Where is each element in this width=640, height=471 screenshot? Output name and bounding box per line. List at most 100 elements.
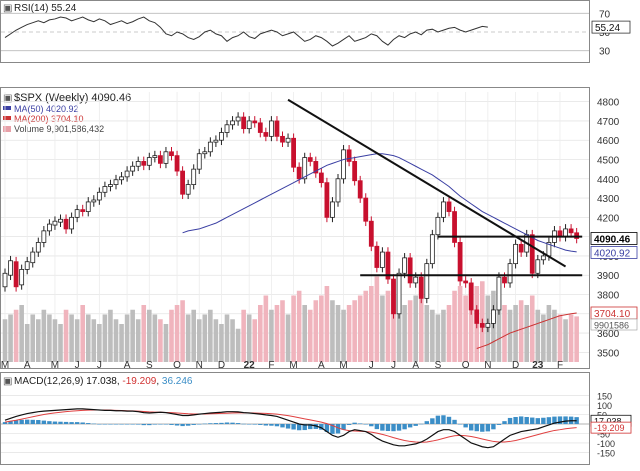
macd-histogram-bar — [407, 424, 413, 428]
macd-histogram-bar — [19, 419, 24, 424]
ma200-legend-swatch — [3, 116, 11, 120]
volume-bar — [424, 305, 430, 362]
volume-bar — [441, 309, 446, 362]
macd-label: MACD(12,26,9) — [14, 376, 83, 387]
time-tick-label: D — [512, 360, 519, 371]
ma50-value-box-label: 4020.92 — [594, 248, 631, 259]
candle-body — [8, 260, 13, 276]
price-title: $SPX (Weekly) 4090.46 — [14, 92, 131, 104]
candle-body — [24, 261, 30, 270]
volume-bar — [568, 314, 574, 362]
candle-body — [113, 179, 119, 185]
macd-histogram-bar — [341, 424, 346, 430]
candle-body — [457, 242, 463, 282]
time-tick-label: M — [339, 360, 347, 371]
histogram-value: 36.246 — [162, 376, 193, 387]
macd-histogram-bar — [2, 422, 8, 424]
volume-bar — [369, 286, 374, 362]
rsi-icon: ▣ — [3, 3, 12, 14]
macd-histogram-bar — [180, 424, 185, 427]
time-tick-label: O — [462, 360, 470, 371]
price-tick-label: 4300 — [597, 194, 620, 205]
volume-bar — [19, 305, 24, 362]
volume-bar — [396, 295, 402, 362]
candle-body — [108, 184, 113, 187]
time-tick-label: O — [173, 360, 181, 371]
candle-body — [363, 197, 369, 222]
macd-histogram-bar — [496, 424, 502, 425]
candle-body — [568, 228, 574, 234]
volume-bar — [563, 319, 568, 362]
macd-histogram-bar — [319, 424, 324, 430]
candle-body — [174, 155, 180, 172]
volume-bar — [174, 305, 180, 362]
candle-body — [346, 149, 352, 162]
candle-body — [196, 153, 202, 170]
macd-histogram-bar — [36, 420, 41, 424]
macd-histogram-bar — [491, 424, 496, 430]
volume-bar — [291, 295, 296, 362]
volume-bar — [380, 295, 385, 362]
volume-bar — [529, 295, 535, 362]
price-tick-label: 4600 — [597, 136, 620, 147]
macd-histogram-bar — [413, 424, 418, 426]
volume-bar — [158, 319, 163, 362]
macd-tick-label: 100 — [597, 401, 612, 411]
volume-bar — [147, 309, 152, 362]
candle-body — [479, 323, 485, 328]
volume-bar — [352, 300, 357, 362]
candle-body — [368, 220, 374, 247]
candle-body — [263, 132, 269, 137]
candle-body — [296, 166, 302, 180]
macd-histogram-bar — [507, 417, 513, 424]
macd-histogram-bar — [518, 416, 524, 424]
candle-body — [141, 161, 147, 166]
candle-body — [463, 280, 469, 284]
macd-value-box-label: 17.038 — [594, 416, 622, 426]
macd-histogram-bar — [169, 424, 174, 425]
volume-bar — [391, 281, 396, 362]
candle-body — [446, 201, 452, 212]
candle-body — [191, 168, 197, 185]
macd-histogram-bar — [230, 422, 235, 424]
volume-bar — [263, 295, 269, 362]
macd-histogram-bar — [52, 421, 58, 424]
volume-bar — [324, 286, 330, 362]
time-tick-label: A — [412, 360, 419, 371]
ma50-legend-text: MA(50) 4020.92 — [14, 104, 79, 114]
macd-histogram-bar — [224, 422, 230, 424]
macd-tick-label: -50 — [597, 429, 610, 439]
macd-histogram-bar — [174, 424, 180, 426]
volume-legend: Volume 9,901,586,432 — [3, 124, 104, 134]
candle-body — [135, 161, 141, 167]
candle-body — [391, 278, 396, 315]
time-axis: M A M J J A S O N D 22 F M A M J J A S O N D 23 F — [1, 360, 563, 371]
candle-body — [19, 269, 25, 286]
candle-body — [468, 282, 474, 311]
candle-body — [335, 178, 341, 203]
macd-histogram-bar — [385, 424, 391, 432]
volume-legend-swatch — [3, 126, 11, 132]
volume-bar — [196, 319, 202, 362]
macd-histogram-bar — [469, 424, 474, 431]
price-tick-label: 3500 — [597, 348, 620, 359]
candle-body — [518, 243, 524, 253]
volume-bar — [241, 309, 246, 362]
last-price-box — [590, 232, 638, 245]
macd-histogram-bar — [63, 421, 69, 424]
volume-bar — [85, 314, 91, 362]
volume-bar — [557, 314, 563, 362]
macd-histogram-bar — [252, 424, 257, 425]
candle-body — [313, 161, 319, 174]
macd-histogram-bar — [247, 424, 252, 425]
candle-body — [379, 251, 385, 268]
macd-histogram-bar — [369, 424, 374, 427]
candle-body — [490, 309, 496, 324]
volume-bar — [80, 305, 85, 362]
volume-bar — [518, 300, 524, 362]
macd-histogram-bar — [91, 423, 96, 425]
candle-body — [385, 251, 391, 280]
time-tick-label: S — [146, 360, 153, 371]
volume-bar — [152, 314, 158, 362]
resistance-trendline — [287, 98, 567, 268]
